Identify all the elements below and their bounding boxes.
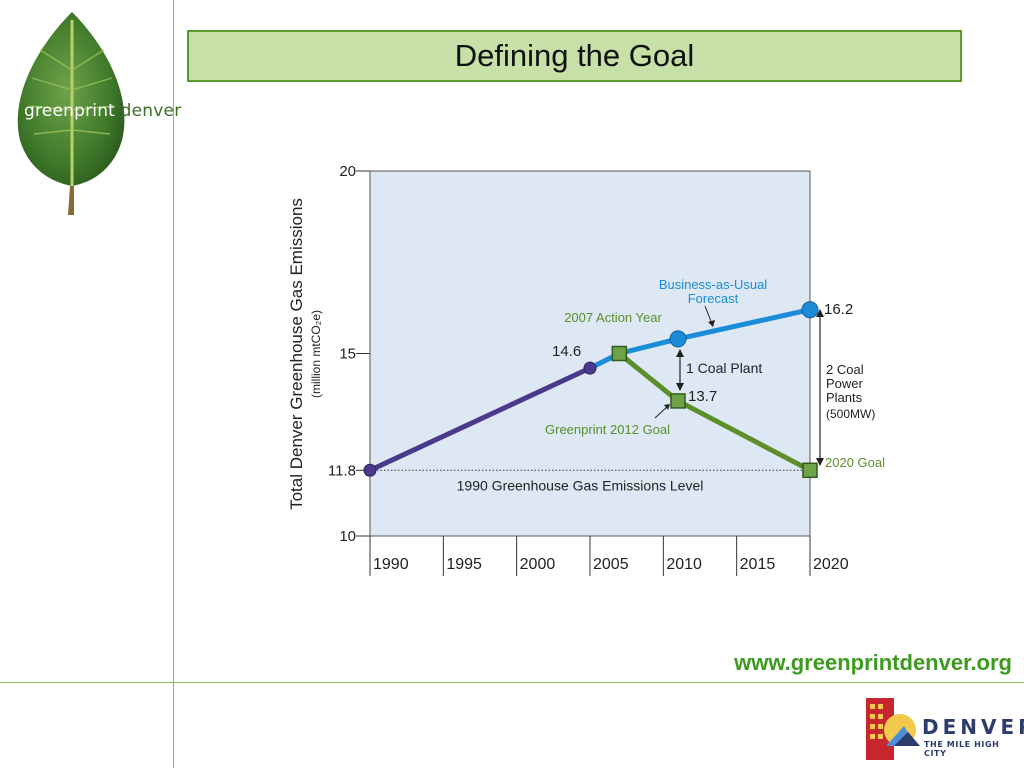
y-tick-label: 20 — [339, 163, 356, 180]
bau-label-line2: Forecast — [688, 291, 739, 306]
bau-label-line1: Business-as-Usual — [659, 277, 767, 292]
forecast-point — [801, 301, 819, 319]
coal-one-arrow-bottom — [676, 383, 684, 391]
page-title: Defining the Goal — [454, 38, 695, 73]
y-tick-label: 10 — [339, 528, 356, 545]
coal-two-label-2: Power — [826, 376, 864, 391]
coal-one-arrow-top — [676, 349, 684, 357]
series-line-historical — [367, 365, 593, 473]
emissions-chart: 1990 Greenhouse Gas Emissions Level 2015… — [287, 163, 885, 576]
brand-right-word: denver — [120, 101, 182, 121]
coal-two-arrow-top — [816, 309, 824, 317]
brand-left-word: greenprint — [24, 101, 116, 121]
coal-two-arrow-bottom — [816, 458, 824, 466]
goal-2012-label: Greenprint 2012 Goal — [545, 422, 670, 437]
denver-tagline: THE MILE HIGH CITY — [924, 740, 1000, 758]
historical-point — [363, 463, 377, 477]
y-tick-label: 15 — [339, 346, 356, 363]
action-year-label: 2007 Action Year — [564, 310, 662, 325]
coal-one-label: 1 Coal Plant — [686, 360, 762, 376]
vertical-divider — [173, 0, 174, 768]
goal-point — [802, 462, 818, 479]
y-axis-units: (million mtCO₂e) — [309, 310, 323, 398]
y-tick-label: 11.8 — [328, 462, 356, 479]
brand-wordmark: greenprint denver — [24, 101, 181, 121]
goal-point — [611, 345, 628, 362]
value-14-6-label: 14.6 — [552, 343, 581, 360]
goal-2020-label: 2020 Goal — [825, 455, 885, 470]
leaf-icon — [17, 12, 125, 215]
value-16-2-label: 16.2 — [824, 301, 853, 318]
coal-two-label-3: Plants — [826, 390, 863, 405]
forecast-point — [669, 330, 687, 348]
historical-point — [583, 361, 597, 375]
y-axis-label: Total Denver Greenhouse Gas Emissions — [287, 198, 306, 510]
goal-2012-pointer — [654, 405, 669, 419]
x-tick-label: 1995 — [446, 556, 482, 573]
bau-pointer-head — [708, 320, 715, 327]
x-tick-label: 2010 — [666, 556, 702, 573]
x-tick-label: 2005 — [593, 556, 629, 573]
reference-line-label: 1990 Greenhouse Gas Emissions Level — [457, 477, 704, 493]
series-line-forecast — [587, 307, 813, 371]
horizontal-divider — [0, 682, 1024, 683]
denver-wordmark: DENVER — [922, 715, 1024, 739]
website-link[interactable]: www.greenprintdenver.org — [734, 650, 1012, 675]
x-tick-label: 1990 — [373, 556, 409, 573]
coal-two-label-1: 2 Coal — [826, 362, 864, 377]
value-13-7-label: 13.7 — [688, 388, 717, 405]
bau-pointer — [704, 305, 713, 325]
goal-2012-pointer-head — [664, 404, 670, 410]
x-tick-label: 2020 — [813, 556, 849, 573]
city-sun-icon — [866, 698, 920, 760]
x-tick-label: 2000 — [520, 556, 556, 573]
coal-two-label-4: (500MW) — [826, 407, 875, 421]
goal-point — [670, 393, 686, 409]
x-tick-label: 2015 — [740, 556, 776, 573]
title-box: Defining the Goal — [187, 30, 962, 82]
plot-area — [369, 170, 811, 537]
